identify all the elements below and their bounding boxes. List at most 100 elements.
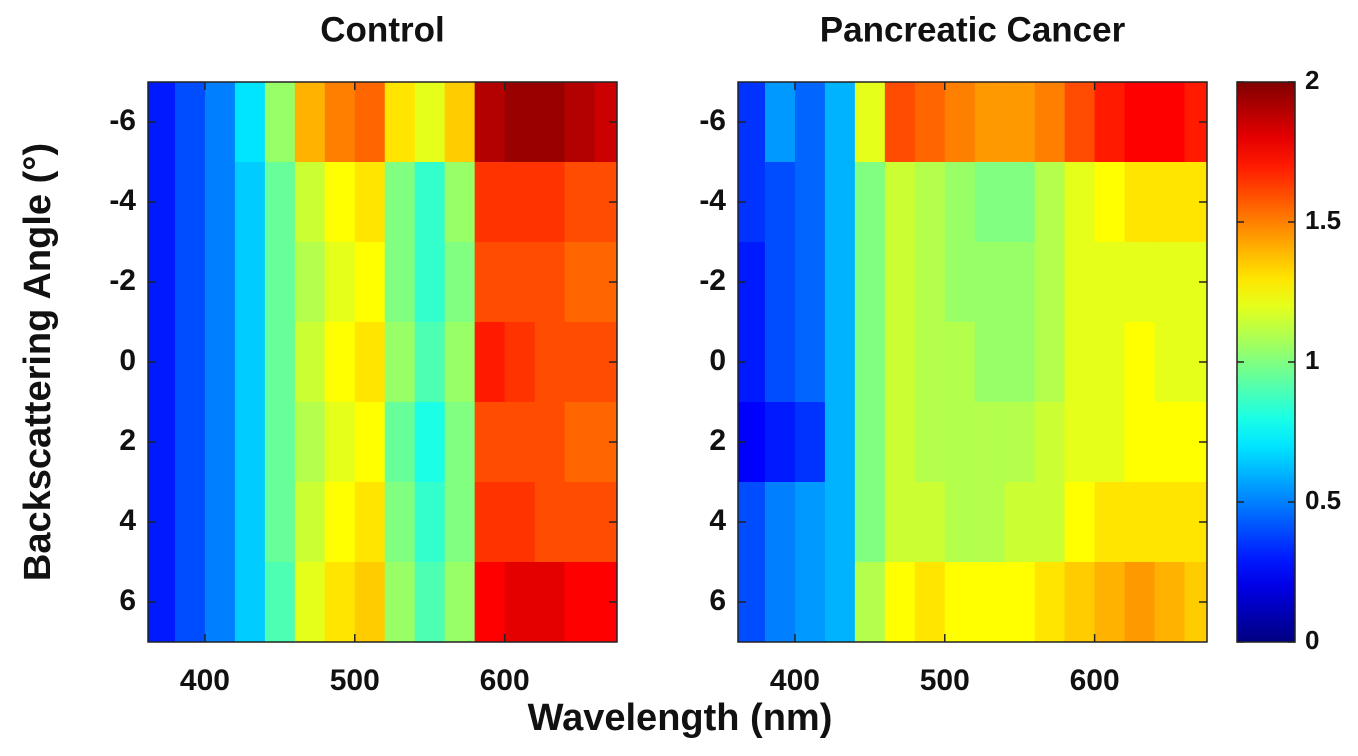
heat-cell <box>824 562 856 642</box>
heat-cell <box>414 82 446 163</box>
heat-cell <box>944 562 976 642</box>
heat-cell <box>1004 162 1036 243</box>
y-tick-label: -2 <box>699 264 726 297</box>
heat-cell <box>914 482 946 563</box>
heat-cell <box>384 402 416 483</box>
heat-cell <box>444 242 476 323</box>
heat-cell <box>1184 82 1207 163</box>
y-axis-label: Backscattering Angle (°) <box>17 143 59 581</box>
x-tick-label: 500 <box>330 664 380 697</box>
heat-cell <box>1004 322 1036 403</box>
heat-cell <box>824 482 856 563</box>
heat-cell <box>1124 242 1156 323</box>
heat-cell <box>384 482 416 563</box>
heat-cell <box>504 562 536 642</box>
heat-cell <box>1064 562 1096 642</box>
heat-cell <box>1154 322 1186 403</box>
heat-cell <box>294 482 326 563</box>
heat-cell <box>294 322 326 403</box>
heat-cell <box>1124 402 1156 483</box>
heat-cell <box>354 482 386 563</box>
colorbar-tick-label: 1.5 <box>1305 205 1341 235</box>
heat-cell <box>854 482 886 563</box>
heat-cell <box>914 402 946 483</box>
heat-cell <box>854 562 886 642</box>
heat-cell <box>294 242 326 323</box>
colorbar-tick-label: 0 <box>1305 625 1319 655</box>
heat-cell <box>534 482 566 563</box>
heat-cell <box>234 402 266 483</box>
heat-cell <box>1184 562 1207 642</box>
heat-cell <box>1184 322 1207 403</box>
heat-cell <box>884 162 916 243</box>
heat-cell <box>974 322 1006 403</box>
heat-cell <box>914 82 946 163</box>
heat-cell <box>174 402 206 483</box>
heat-cell <box>354 82 386 163</box>
heat-cell <box>594 82 617 163</box>
heat-cell <box>1094 242 1126 323</box>
heat-cell <box>884 562 916 642</box>
heat-cell <box>854 82 886 163</box>
heat-cell <box>764 402 796 483</box>
heat-cell <box>794 162 826 243</box>
heat-cell <box>174 82 206 163</box>
heat-cell <box>294 562 326 642</box>
heat-cell <box>474 162 506 243</box>
x-tick-label: 600 <box>1070 664 1120 697</box>
x-tick-label: 400 <box>770 664 820 697</box>
heat-cell <box>1094 322 1126 403</box>
heat-cell <box>1064 482 1096 563</box>
heat-cell <box>564 402 596 483</box>
heat-cell <box>504 482 536 563</box>
heat-cell <box>354 402 386 483</box>
heat-cell <box>1004 82 1036 163</box>
heat-cell <box>324 162 356 243</box>
heat-cell <box>384 82 416 163</box>
heat-cell <box>384 322 416 403</box>
heat-cell <box>594 162 617 243</box>
heat-cell <box>444 402 476 483</box>
heat-cell <box>1094 562 1126 642</box>
y-tick-label: -6 <box>109 104 136 137</box>
heat-cell <box>1094 162 1126 243</box>
heat-cell <box>294 162 326 243</box>
heat-cell <box>884 322 916 403</box>
heat-cell <box>414 482 446 563</box>
heat-cell <box>204 82 236 163</box>
heat-cell <box>854 162 886 243</box>
heat-cell <box>974 82 1006 163</box>
panel-title: Control <box>320 10 444 49</box>
heat-cell <box>354 322 386 403</box>
heat-cell <box>944 322 976 403</box>
heatmap <box>738 82 1207 642</box>
heat-cell <box>1124 322 1156 403</box>
heat-cell <box>1004 482 1036 563</box>
heat-cell <box>384 242 416 323</box>
heat-cell <box>204 322 236 403</box>
heat-cell <box>324 82 356 163</box>
heat-cell <box>294 82 326 163</box>
heat-cell <box>974 482 1006 563</box>
heat-cell <box>884 402 916 483</box>
heat-cell <box>354 242 386 323</box>
heat-cell <box>794 322 826 403</box>
y-tick-label: -2 <box>109 264 136 297</box>
heat-cell <box>354 162 386 243</box>
heat-cell <box>794 402 826 483</box>
heat-cell <box>854 322 886 403</box>
x-tick-label: 600 <box>480 664 530 697</box>
heat-cell <box>794 82 826 163</box>
heat-cell <box>504 82 536 163</box>
y-tick-label: 2 <box>119 424 136 457</box>
heat-cell <box>1064 322 1096 403</box>
heat-cell <box>534 562 566 642</box>
heat-cell <box>444 82 476 163</box>
heat-cell <box>914 242 946 323</box>
heat-cell <box>294 402 326 483</box>
heat-cell <box>1034 82 1066 163</box>
heat-cell <box>824 82 856 163</box>
heat-cell <box>234 242 266 323</box>
heat-cell <box>1184 242 1207 323</box>
heat-cell <box>914 322 946 403</box>
